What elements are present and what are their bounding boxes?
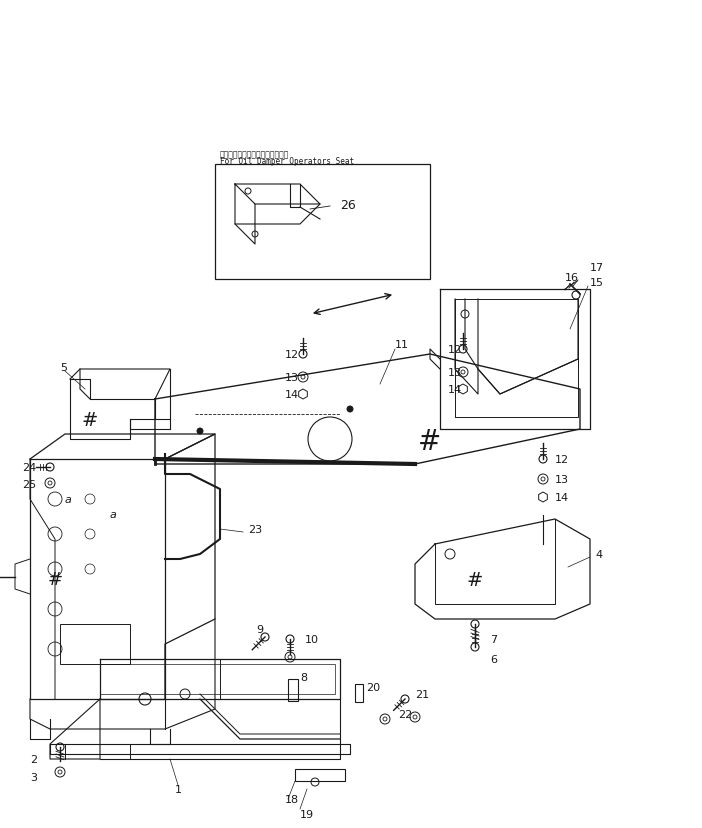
Bar bbox=[215, 165, 430, 280]
Text: 17: 17 bbox=[590, 262, 604, 272]
Text: 13: 13 bbox=[448, 368, 462, 378]
Text: 23: 23 bbox=[248, 524, 262, 534]
Text: 25: 25 bbox=[22, 479, 36, 489]
Text: #: # bbox=[418, 427, 442, 455]
Text: 12: 12 bbox=[285, 349, 299, 359]
Text: 8: 8 bbox=[300, 672, 307, 682]
Text: 21: 21 bbox=[415, 689, 429, 699]
Text: 5: 5 bbox=[60, 363, 67, 373]
Text: 2: 2 bbox=[30, 754, 37, 764]
Text: a: a bbox=[110, 509, 117, 519]
Bar bbox=[60, 624, 130, 664]
Bar bbox=[288, 679, 298, 701]
Text: #: # bbox=[82, 410, 98, 429]
Text: For Oil Damper Operators Seat: For Oil Damper Operators Seat bbox=[220, 156, 354, 166]
Text: 13: 13 bbox=[285, 373, 299, 383]
Text: 20: 20 bbox=[366, 682, 380, 692]
Text: #: # bbox=[48, 570, 62, 588]
Text: 7: 7 bbox=[490, 634, 497, 644]
Text: 9: 9 bbox=[256, 624, 263, 634]
Text: 3: 3 bbox=[30, 772, 37, 782]
Text: 12: 12 bbox=[555, 455, 569, 465]
Text: a: a bbox=[65, 494, 72, 504]
Text: 11: 11 bbox=[395, 339, 409, 349]
Text: 6: 6 bbox=[490, 654, 497, 664]
Text: 12: 12 bbox=[448, 344, 462, 354]
Text: 4: 4 bbox=[595, 549, 602, 560]
Text: 14: 14 bbox=[285, 389, 299, 400]
Text: 22: 22 bbox=[398, 709, 412, 720]
Circle shape bbox=[347, 407, 353, 412]
Bar bbox=[355, 684, 363, 702]
Text: 19: 19 bbox=[300, 809, 314, 819]
Text: 16: 16 bbox=[565, 272, 579, 282]
Text: 10: 10 bbox=[305, 634, 319, 644]
Text: 14: 14 bbox=[555, 493, 569, 503]
Text: 24: 24 bbox=[22, 463, 37, 473]
Text: 15: 15 bbox=[590, 277, 604, 287]
Text: 14: 14 bbox=[448, 384, 462, 394]
Text: オイルダンパオペレータシート用: オイルダンパオペレータシート用 bbox=[220, 151, 289, 159]
Text: 18: 18 bbox=[285, 794, 299, 804]
Circle shape bbox=[197, 428, 203, 435]
Bar bbox=[295, 769, 345, 781]
Text: 13: 13 bbox=[555, 474, 569, 484]
Text: 1: 1 bbox=[175, 784, 182, 794]
Text: #: # bbox=[467, 570, 483, 589]
Text: 26: 26 bbox=[340, 198, 356, 211]
